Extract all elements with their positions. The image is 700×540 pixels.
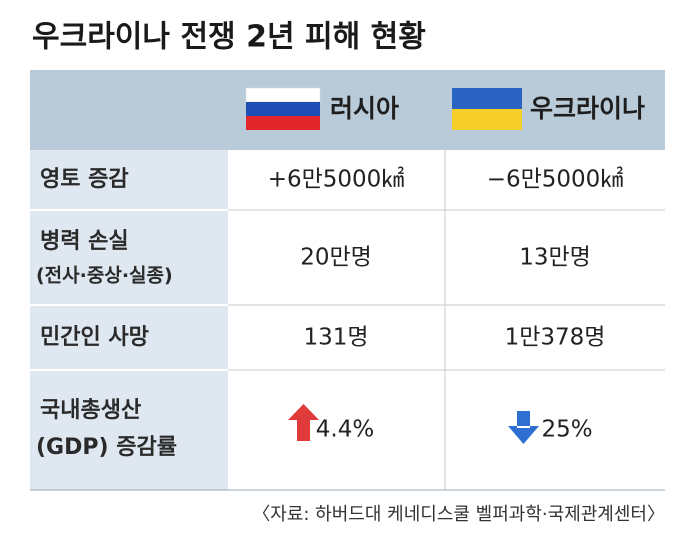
label-separators [30,209,228,371]
cell: −6만5000㎢ [487,167,624,193]
header-row-bg [30,70,665,150]
column-header: 러시아 [330,94,399,123]
cell: 4.4% [316,417,374,443]
row-label: 민간인 사망 [40,325,149,350]
label-column-bg [30,150,228,490]
cell: 25% [541,417,592,443]
row-label: 국내총생산 [40,398,141,423]
up-arrow [288,404,319,441]
title: 우크라이나 전쟁 2년 피해 현황 [32,20,426,55]
cell: 13만명 [519,245,591,271]
cell-separators [30,150,665,491]
column-header: 우크라이나 [530,94,645,123]
cell: 1만378명 [505,325,606,351]
russia-flag [245,87,321,130]
cell: +6만5000㎢ [268,167,405,193]
cell: 20만명 [300,245,372,271]
source: 〈자료: 하버드대 케네디스쿨 벨퍼과학·국제관계센터〉 [252,504,665,525]
data-bg [228,150,665,490]
row-label: 병력 손실 [40,229,129,254]
ukraine-flag [452,88,522,130]
cell: 131명 [303,325,368,351]
row-label: 영토 증감 [40,167,129,192]
row-label: (GDP) 증감률 [36,435,177,460]
row-label: (전사·중상·실종) [36,265,173,287]
down-arrow [508,411,539,444]
